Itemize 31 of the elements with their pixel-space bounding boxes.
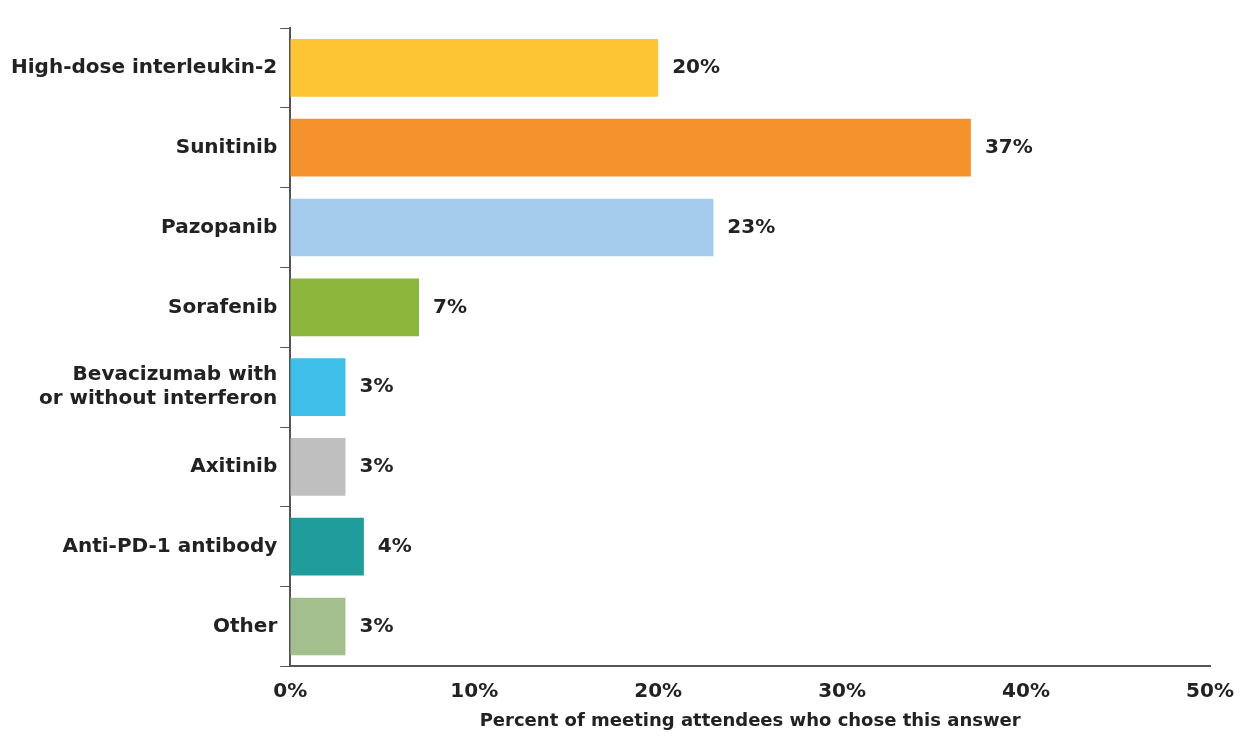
data-label: 23% bbox=[727, 213, 776, 238]
x-axis-title: Percent of meeting attendees who chose this answer bbox=[479, 708, 1021, 730]
bar bbox=[290, 597, 346, 656]
x-tick-label: 40% bbox=[1002, 677, 1050, 702]
data-label: 3% bbox=[359, 612, 394, 637]
x-tick-label: 10% bbox=[450, 677, 499, 702]
x-tick-label: 30% bbox=[818, 677, 867, 702]
data-label: 3% bbox=[359, 373, 394, 398]
y-tick-label: High-dose interleukin-2 bbox=[10, 54, 278, 79]
data-label: 4% bbox=[377, 532, 412, 557]
bar bbox=[290, 118, 971, 177]
bar bbox=[290, 198, 714, 257]
x-tick-label: 0% bbox=[273, 677, 308, 702]
data-label: 3% bbox=[359, 453, 394, 478]
bar bbox=[290, 358, 346, 416]
bar bbox=[290, 278, 420, 337]
x-tick-label: 20% bbox=[634, 677, 683, 702]
y-tick-label: Anti-PD-1 antibody bbox=[62, 532, 278, 557]
y-tick-label: Sunitinib bbox=[175, 133, 278, 158]
bar bbox=[290, 517, 364, 576]
data-label: 20% bbox=[672, 54, 721, 79]
y-tick-label: Bevacizumab with or without interferon bbox=[38, 361, 278, 410]
y-tick-label: Pazopanib bbox=[161, 213, 278, 238]
bar bbox=[290, 39, 659, 97]
data-label: 37% bbox=[984, 133, 1033, 158]
data-label: 7% bbox=[433, 293, 468, 318]
y-tick-label: Other bbox=[213, 612, 278, 637]
x-tick-label: 50% bbox=[1186, 677, 1234, 702]
y-tick-label: Sorafenib bbox=[168, 293, 278, 318]
bar bbox=[290, 438, 346, 496]
y-tick-label: Axitinib bbox=[190, 453, 278, 478]
